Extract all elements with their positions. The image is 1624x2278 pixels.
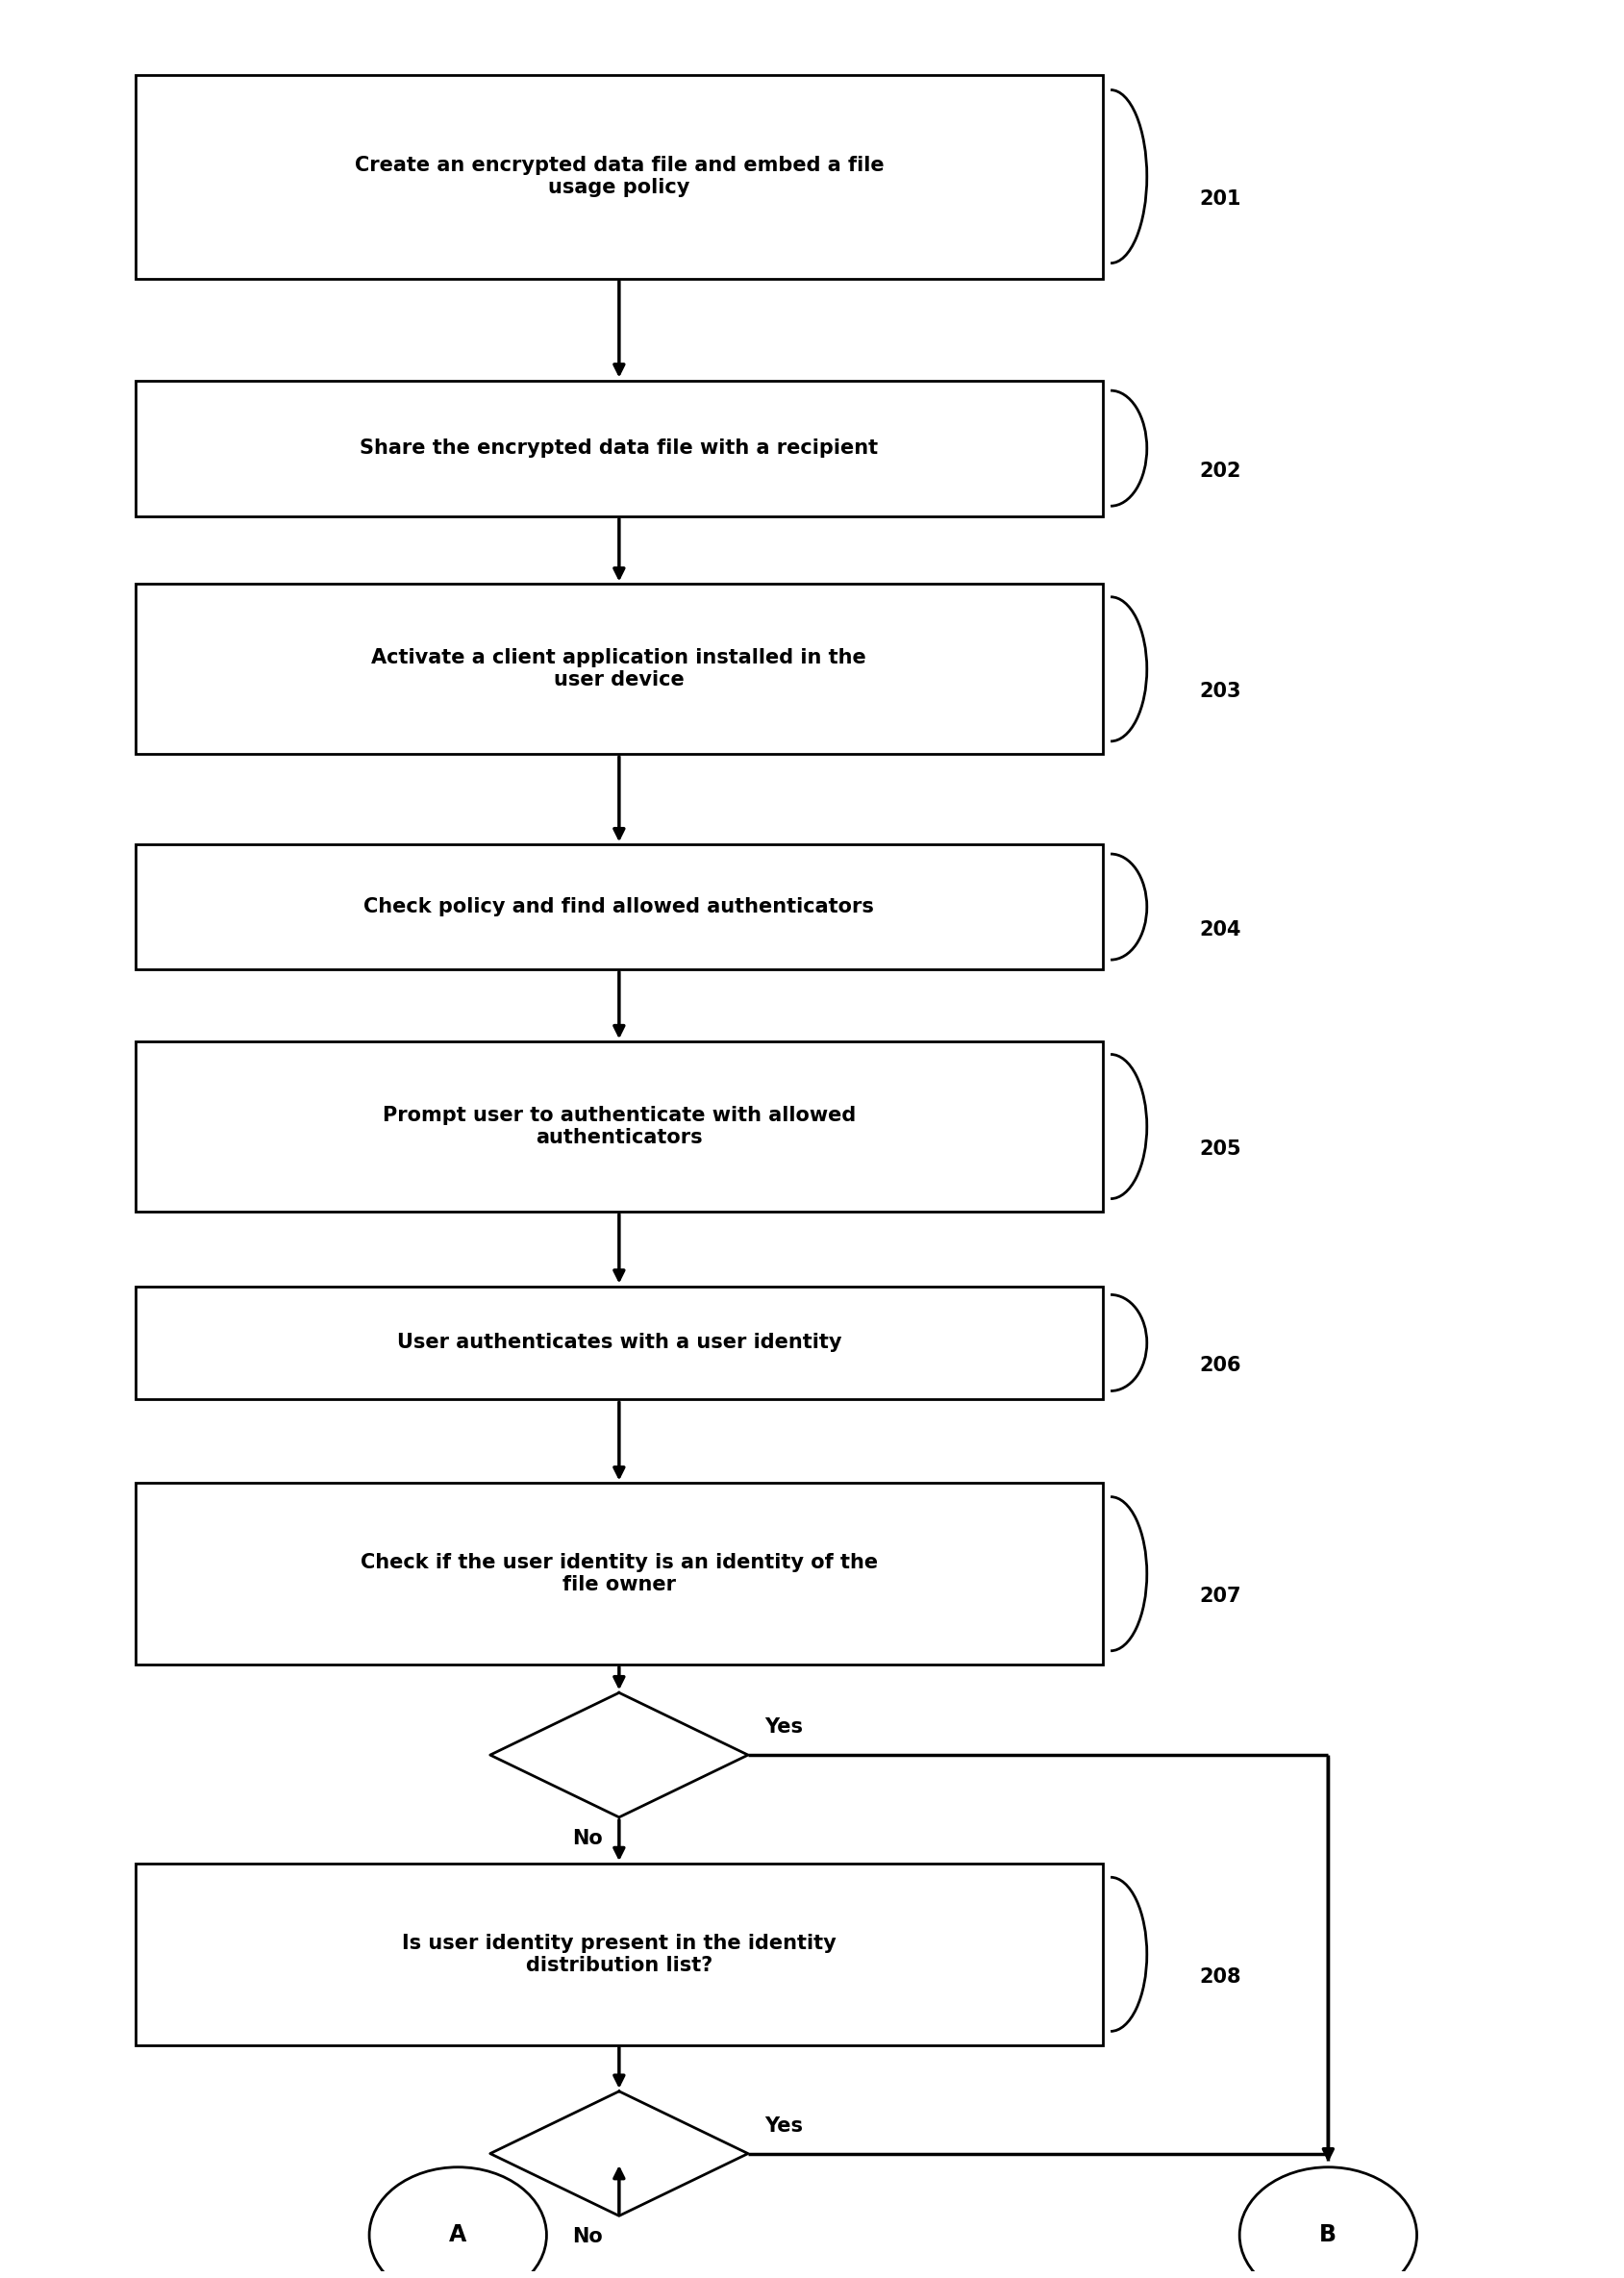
Text: Activate a client application installed in the
user device: Activate a client application installed … bbox=[372, 649, 866, 690]
Ellipse shape bbox=[1239, 2166, 1416, 2278]
FancyBboxPatch shape bbox=[135, 845, 1103, 968]
FancyBboxPatch shape bbox=[135, 1483, 1103, 1665]
Text: 206: 206 bbox=[1199, 1355, 1241, 1376]
FancyBboxPatch shape bbox=[135, 1041, 1103, 1212]
Text: 204: 204 bbox=[1199, 920, 1241, 939]
Text: No: No bbox=[572, 1829, 603, 1847]
FancyBboxPatch shape bbox=[135, 1863, 1103, 2046]
Text: Check if the user identity is an identity of the
file owner: Check if the user identity is an identit… bbox=[361, 1554, 877, 1595]
Polygon shape bbox=[490, 1693, 747, 1818]
FancyBboxPatch shape bbox=[135, 380, 1103, 517]
FancyBboxPatch shape bbox=[135, 75, 1103, 278]
Text: No: No bbox=[572, 2228, 603, 2246]
Text: 201: 201 bbox=[1199, 189, 1241, 210]
Text: 207: 207 bbox=[1199, 1588, 1241, 1606]
Polygon shape bbox=[490, 2091, 747, 2216]
Text: 202: 202 bbox=[1199, 462, 1241, 481]
Text: 208: 208 bbox=[1199, 1968, 1241, 1986]
Text: B: B bbox=[1319, 2223, 1337, 2246]
Text: Yes: Yes bbox=[763, 1718, 802, 1736]
Text: User authenticates with a user identity: User authenticates with a user identity bbox=[396, 1333, 841, 1353]
Text: Check policy and find allowed authenticators: Check policy and find allowed authentica… bbox=[364, 898, 874, 916]
Text: Share the encrypted data file with a recipient: Share the encrypted data file with a rec… bbox=[359, 440, 877, 458]
Text: 203: 203 bbox=[1199, 681, 1241, 702]
Text: Create an encrypted data file and embed a file
usage policy: Create an encrypted data file and embed … bbox=[354, 155, 883, 198]
Text: A: A bbox=[448, 2223, 466, 2246]
FancyBboxPatch shape bbox=[135, 1287, 1103, 1399]
Text: Is user identity present in the identity
distribution list?: Is user identity present in the identity… bbox=[401, 1934, 836, 1975]
FancyBboxPatch shape bbox=[135, 583, 1103, 754]
Text: Yes: Yes bbox=[763, 2116, 802, 2134]
Text: Prompt user to authenticate with allowed
authenticators: Prompt user to authenticate with allowed… bbox=[382, 1105, 856, 1148]
Text: 205: 205 bbox=[1199, 1139, 1241, 1160]
Ellipse shape bbox=[369, 2166, 546, 2278]
